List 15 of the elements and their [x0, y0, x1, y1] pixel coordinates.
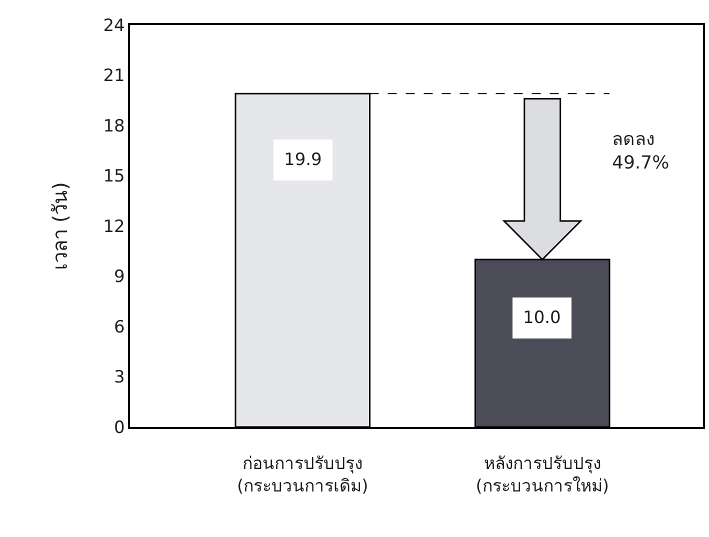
y-tick-label: 18: [103, 116, 125, 136]
y-tick-label: 24: [103, 16, 125, 36]
y-tick-label: 15: [103, 166, 125, 187]
y-tick-label: 12: [103, 216, 125, 237]
y-tick-label: 3: [114, 368, 125, 388]
y-tick-label: 9: [114, 267, 125, 288]
x-tick-label: ก่อนการปรับปรุง (กระบวนการเดิม): [236, 454, 368, 496]
annotation: ลดลง 49.7%: [612, 129, 670, 174]
x-tick-label: หลังการปรับปรุง (กระบวนการใหม่): [476, 454, 610, 496]
y-tick-label: 21: [103, 66, 125, 86]
y-tick-label: 6: [114, 317, 125, 338]
y-axis-title: เวลา (วัน): [48, 182, 72, 270]
y-tick-label: 0: [114, 418, 125, 438]
data-label: 19.9: [284, 150, 322, 170]
data-label: 10.0: [523, 308, 561, 328]
